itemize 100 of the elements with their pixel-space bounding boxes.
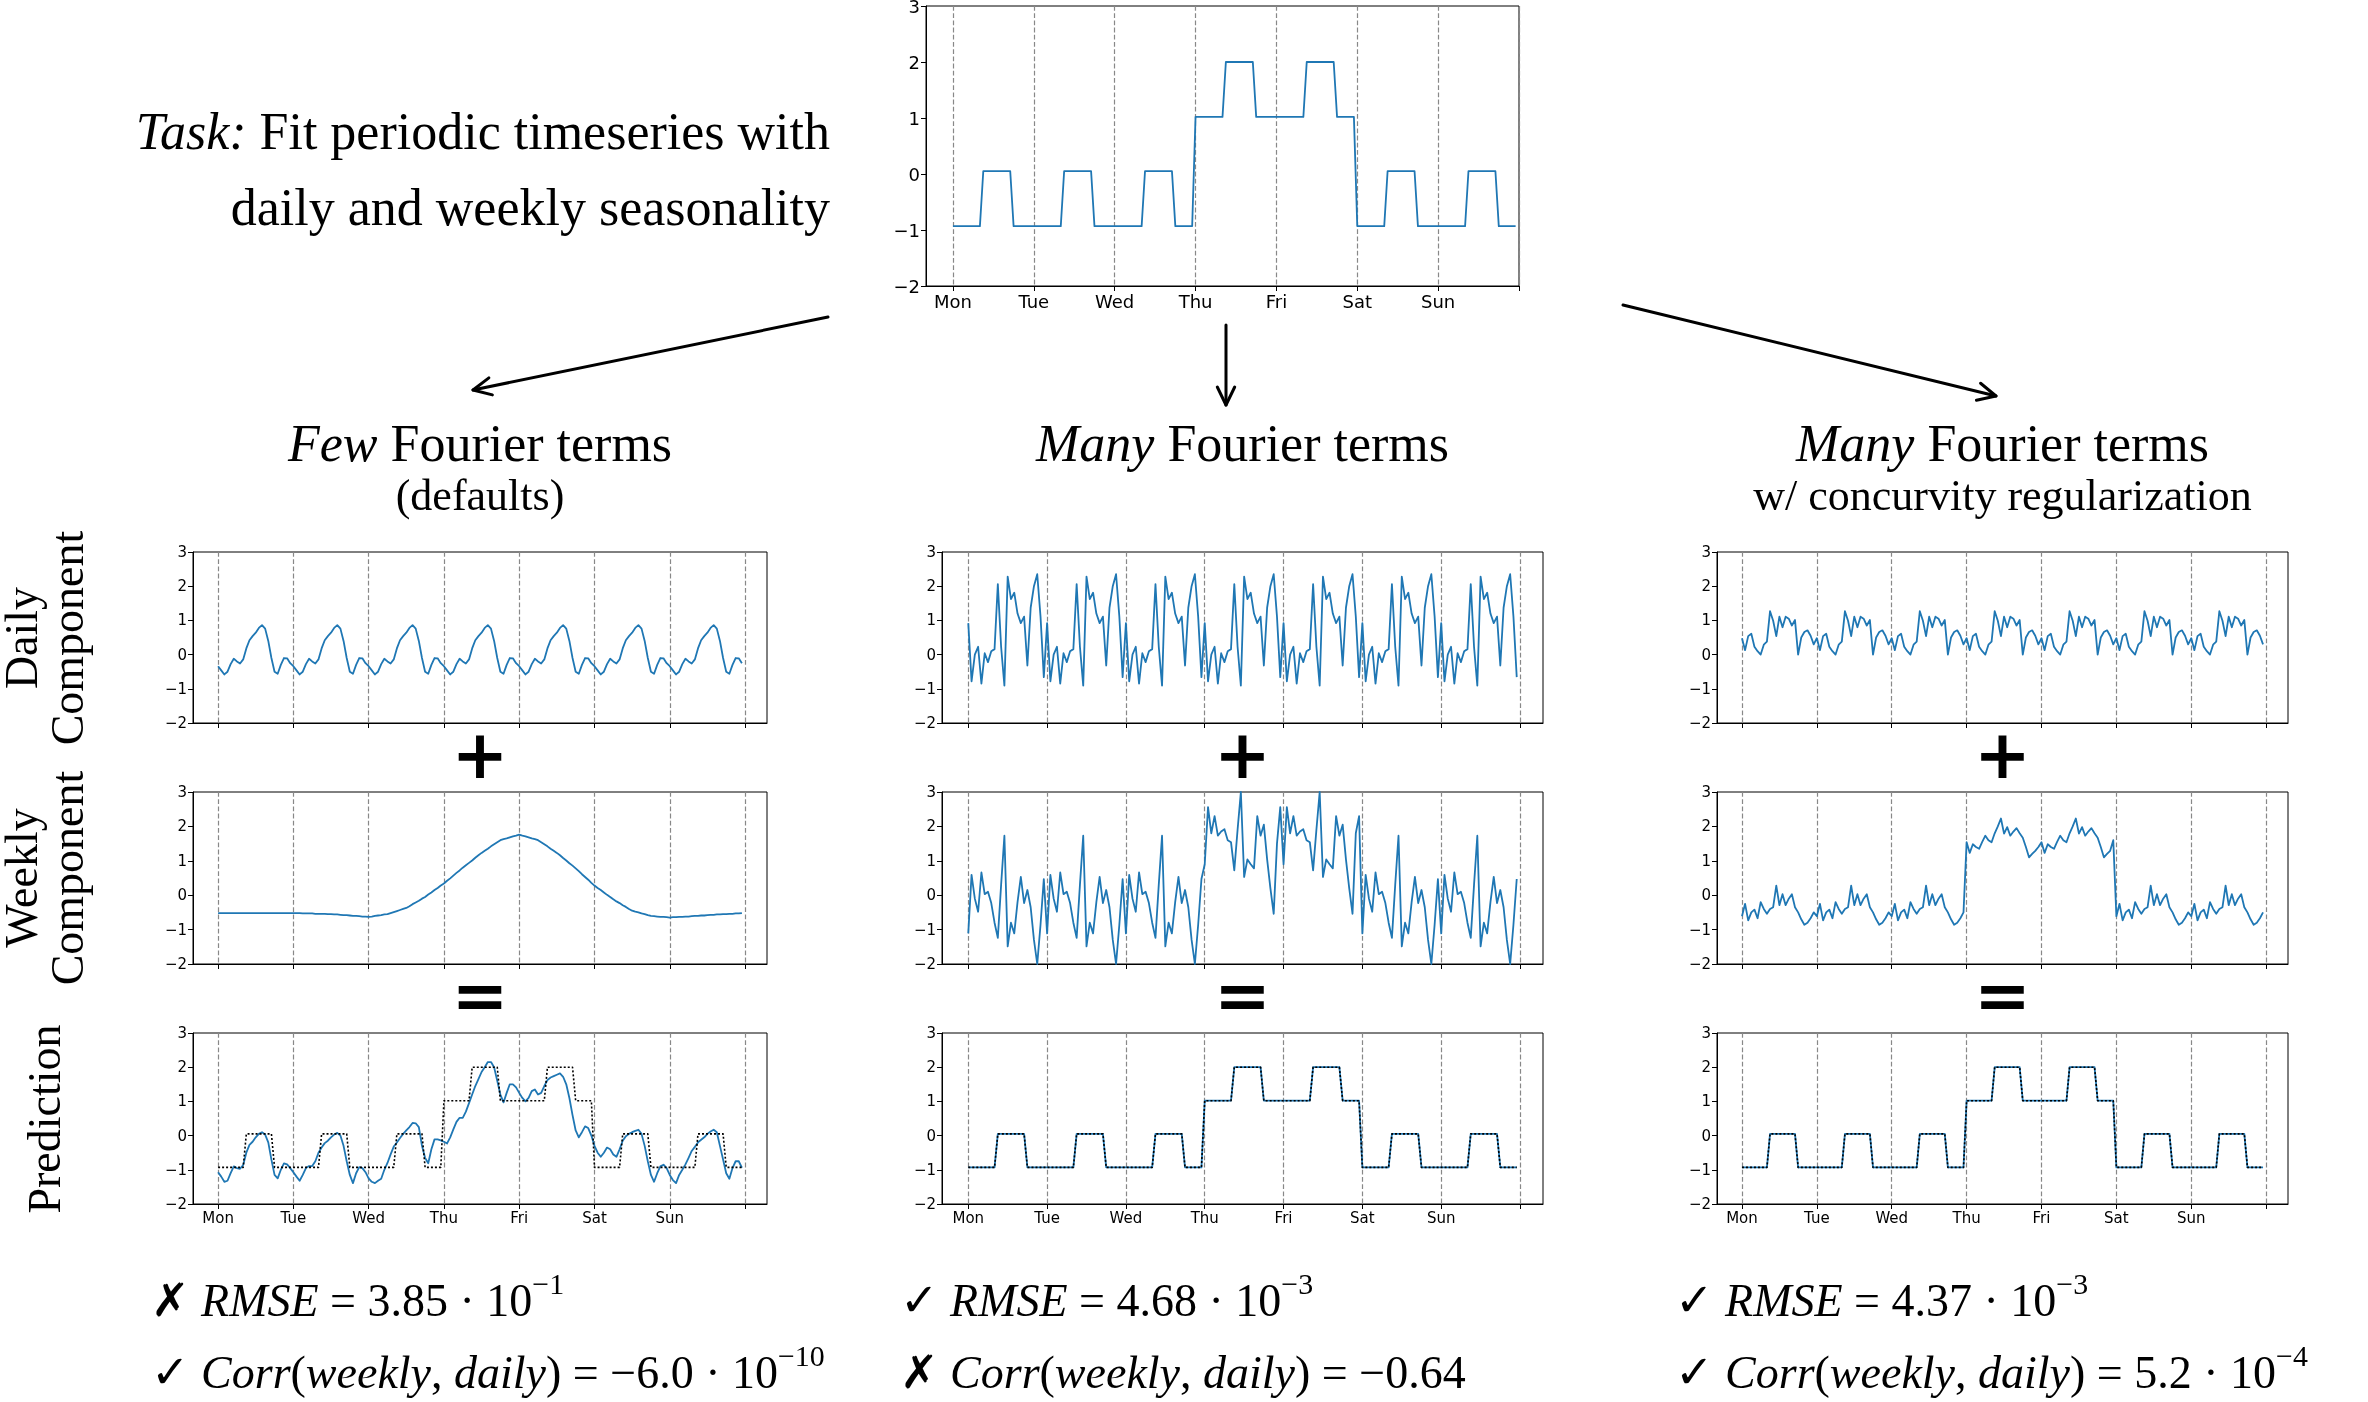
chart-subtitle: (defaults) <box>395 471 565 521</box>
y-tick-label: 0 <box>177 1126 187 1145</box>
y-tick-label: −2 <box>913 1195 936 1213</box>
y-tick-label: −2 <box>164 1195 187 1213</box>
y-tick-label: −1 <box>1688 1160 1711 1179</box>
x-tick-label: Sun <box>655 1208 685 1227</box>
line-series <box>952 61 1517 227</box>
y-tick-label: −1 <box>1688 679 1711 698</box>
y-tick-label: 0 <box>908 163 920 185</box>
text: ✗ RMSE = 3.85 · 10$^{−1}$ <box>151 1266 565 1327</box>
y-tick-label: 3 <box>1701 1024 1711 1042</box>
text: Task: Fit periodic timeseries with daily and weekly seasonality <box>134 102 830 238</box>
y-tick-label: 3 <box>177 783 187 801</box>
chart-subtitle: w/ concurvity regularization <box>1753 471 2252 521</box>
x-tick-label: Sat <box>2104 1208 2129 1227</box>
text: ✓ RMSE = 4.37 · 10$^{−3}$ <box>1675 1266 2089 1327</box>
y-axis-title: Daily Component <box>0 529 93 747</box>
text: ✓ Corr(weekly, daily) = −6.0 · 10$^{−10}$ <box>151 1338 825 1399</box>
line-series <box>1741 610 2264 656</box>
y-tick-label: −1 <box>164 679 187 698</box>
annotation: + <box>451 715 509 794</box>
y-tick-label: 1 <box>1701 611 1711 630</box>
x-tick-label: Sun <box>1426 1208 1456 1227</box>
text: ✗ Corr(weekly, daily) = −0.64 <box>900 1347 1466 1399</box>
annotation: = <box>1214 956 1271 1035</box>
y-tick-label: 3 <box>926 783 936 801</box>
y-tick-label: −1 <box>164 920 187 939</box>
y-tick-label: 0 <box>177 645 187 664</box>
x-tick-label: Thu <box>1177 290 1213 312</box>
y-tick-label: −1 <box>1688 920 1711 939</box>
y-tick-label: 3 <box>908 0 920 17</box>
y-tick-label: 2 <box>177 1058 187 1077</box>
x-tick-label: Fri <box>1274 1208 1293 1227</box>
y-tick-label: −1 <box>893 219 920 241</box>
x-tick-label: Mon <box>952 1208 985 1227</box>
y-tick-label: 0 <box>1701 645 1711 664</box>
y-tick-label: 0 <box>1701 1126 1711 1145</box>
text: ✓ Corr(weekly, daily) = 5.2 · 10$^{−4}$ <box>1675 1338 2308 1399</box>
y-tick-label: 1 <box>926 851 936 870</box>
x-tick-label: Wed <box>1095 290 1135 312</box>
x-tick-label: Sat <box>1342 290 1373 312</box>
x-tick-label: Tue <box>1033 1208 1060 1227</box>
y-tick-label: 0 <box>177 886 187 905</box>
x-tick-label: Tue <box>1803 1208 1830 1227</box>
chart-title: Few Fourier terms <box>287 415 673 473</box>
y-tick-label: 0 <box>1701 886 1711 905</box>
y-axis-title: Weekly Component <box>0 769 93 988</box>
line-series <box>217 1066 743 1169</box>
x-tick-label: Fri <box>510 1208 529 1227</box>
annotation: = <box>451 956 509 1035</box>
y-tick-label: 3 <box>926 1024 936 1042</box>
y-tick-label: 0 <box>926 645 936 664</box>
x-tick-label: Sat <box>1350 1208 1375 1227</box>
y-tick-label: 2 <box>1701 577 1711 596</box>
y-tick-label: 1 <box>177 851 187 870</box>
y-tick-label: 0 <box>926 886 936 905</box>
line-series <box>217 624 743 676</box>
y-tick-label: 0 <box>926 1126 936 1145</box>
x-tick-label: Thu <box>1189 1208 1219 1227</box>
y-tick-label: −2 <box>164 955 187 973</box>
y-tick-label: 1 <box>926 1092 936 1111</box>
line-series <box>1741 817 2264 926</box>
x-tick-label: Tue <box>279 1208 307 1227</box>
line-series <box>967 791 1518 965</box>
y-tick-label: −1 <box>913 679 936 698</box>
y-tick-label: 2 <box>177 577 187 596</box>
x-tick-label: Wed <box>1875 1208 1909 1227</box>
x-tick-label: Sat <box>582 1208 607 1227</box>
y-tick-label: 1 <box>908 107 920 129</box>
x-tick-label: Mon <box>1726 1208 1758 1227</box>
x-tick-label: Sun <box>2177 1208 2206 1227</box>
y-tick-label: 3 <box>926 543 936 561</box>
y-tick-label: 3 <box>177 543 187 561</box>
line-series <box>967 1066 1518 1169</box>
y-tick-label: 2 <box>177 817 187 836</box>
y-tick-label: 3 <box>177 1024 187 1042</box>
y-tick-label: −2 <box>1688 955 1711 973</box>
y-tick-label: 2 <box>1701 1058 1711 1077</box>
line-series <box>217 1061 743 1185</box>
y-tick-label: −2 <box>913 955 936 973</box>
x-tick-label: Thu <box>428 1208 459 1227</box>
x-tick-label: Fri <box>2032 1208 2051 1227</box>
line-series <box>217 833 743 919</box>
y-tick-label: 1 <box>926 611 936 630</box>
y-tick-label: −1 <box>164 1160 187 1179</box>
x-tick-label: Mon <box>202 1208 234 1227</box>
annotation: + <box>1214 715 1271 794</box>
y-tick-label: −1 <box>913 920 936 939</box>
y-tick-label: 2 <box>1701 817 1711 836</box>
y-tick-label: 1 <box>177 611 187 630</box>
y-tick-label: −1 <box>913 1160 936 1179</box>
text: ✓ RMSE = 4.68 · 10$^{−3}$ <box>900 1266 1314 1327</box>
y-tick-label: 2 <box>926 817 936 836</box>
y-axis-title: Prediction <box>19 1022 70 1216</box>
chart-title: Many Fourier terms <box>1795 415 2210 473</box>
x-tick-label: Sun <box>1421 290 1456 312</box>
y-tick-label: −2 <box>1688 1195 1711 1213</box>
y-tick-label: 2 <box>926 577 936 596</box>
y-tick-label: −2 <box>1688 714 1711 732</box>
y-tick-label: 1 <box>177 1092 187 1111</box>
